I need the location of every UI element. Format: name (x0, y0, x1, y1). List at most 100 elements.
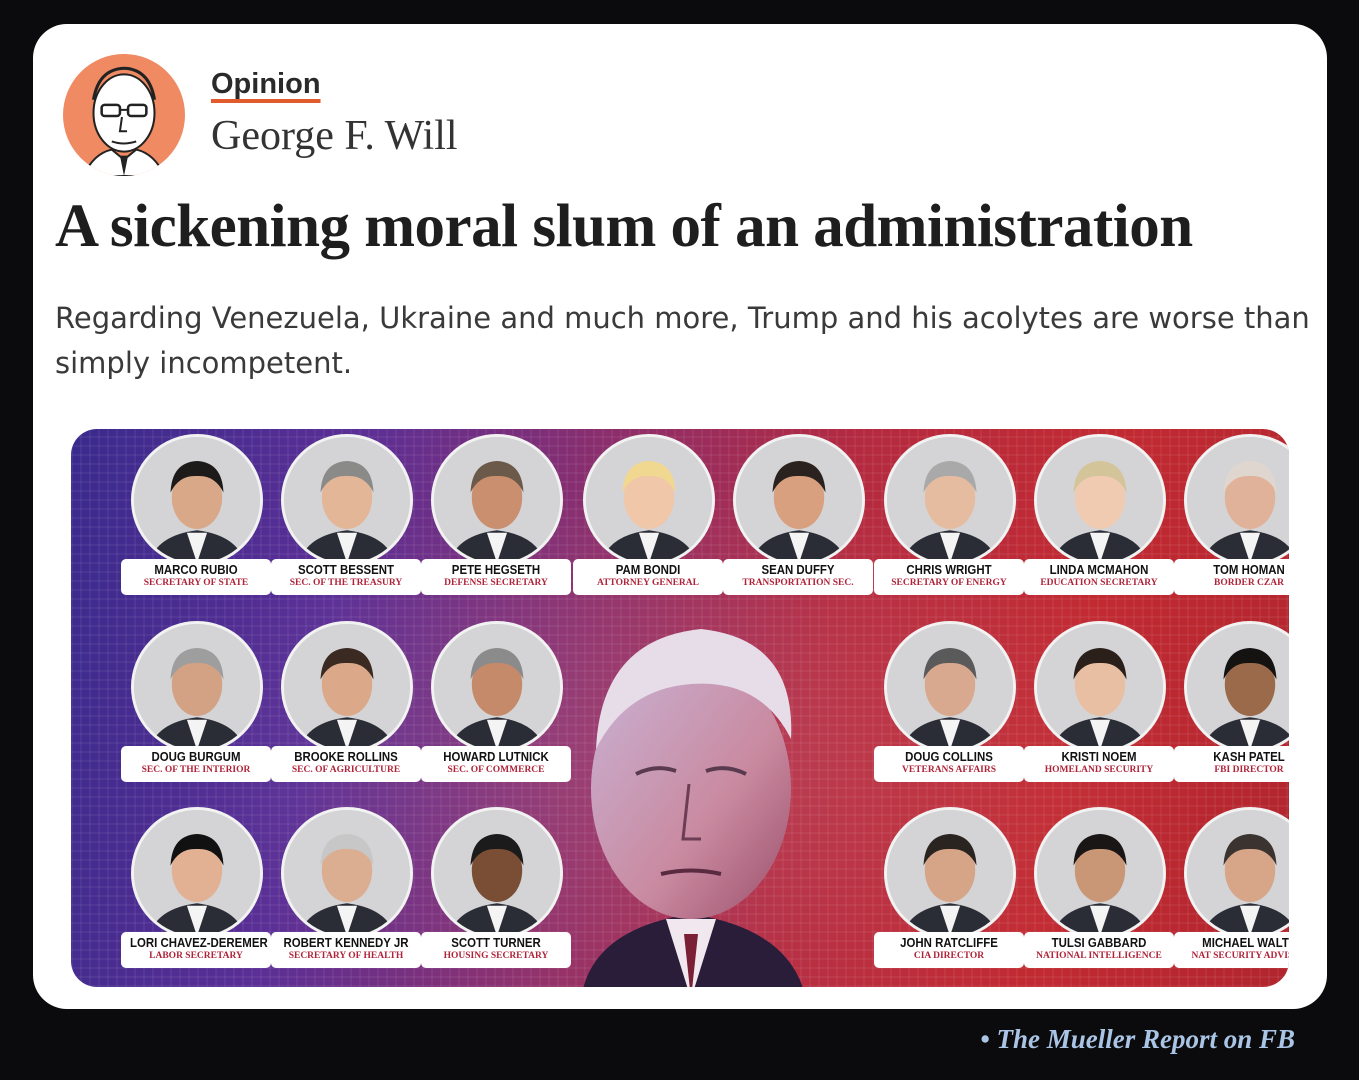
nameplate: MARCO RUBIO SECRETARY OF STATE (121, 559, 271, 595)
member-role: HOMELAND SECURITY (1044, 765, 1154, 775)
cabinet-member-card: SCOTT TURNER HOUSING SECRETARY (421, 807, 571, 972)
portrait-photo (1184, 621, 1289, 753)
cabinet-member-card: DOUG COLLINS VETERANS AFFAIRS (874, 621, 1024, 786)
portrait-photo (1184, 434, 1289, 566)
member-name: JOHN RATCLIFFE (900, 935, 998, 950)
member-name: SCOTT TURNER (451, 935, 541, 950)
member-role: CIA DIRECTOR (913, 951, 985, 961)
cabinet-member-card: TULSI GABBARD NATIONAL INTELLIGENCE (1024, 807, 1174, 972)
member-role: EDUCATION SECRETARY (1040, 578, 1158, 588)
member-name: TULSI GABBARD (1051, 935, 1147, 950)
portrait-photo (884, 807, 1016, 939)
member-role: NATIONAL INTELLIGENCE (1036, 951, 1162, 961)
portrait-photo (131, 434, 263, 566)
member-name: KASH PATEL (1213, 749, 1285, 764)
nameplate: KRISTI NOEM HOMELAND SECURITY (1024, 746, 1174, 782)
member-role: SEC. OF COMMERCE (447, 765, 545, 775)
cabinet-graphic: MARCO RUBIO SECRETARY OF STATE SCOTT BESSE… (71, 429, 1289, 987)
cabinet-member-card: HOWARD LUTNICK SEC. OF COMMERCE (421, 621, 571, 786)
member-name: DOUG COLLINS (905, 749, 993, 764)
nameplate: TULSI GABBARD NATIONAL INTELLIGENCE (1024, 932, 1174, 968)
member-role: SEC. OF AGRICULTURE (291, 765, 401, 775)
author-illustration (63, 54, 185, 176)
member-name: HOWARD LUTNICK (443, 749, 549, 764)
member-role: DEFENSE SECRETARY (444, 578, 548, 588)
member-name: PETE HEGSETH (451, 562, 541, 577)
nameplate: ROBERT KENNEDY JR SECRETARY OF HEALTH (271, 932, 421, 968)
nameplate: TOM HOMAN BORDER CZAR (1174, 559, 1289, 595)
nameplate: KASH PATEL FBI DIRECTOR (1174, 746, 1289, 782)
portrait-photo (1034, 807, 1166, 939)
cabinet-member-card: KRISTI NOEM HOMELAND SECURITY (1024, 621, 1174, 786)
article-card: Opinion George F. Will A sickening moral… (33, 24, 1327, 1009)
nameplate: DOUG BURGUM SEC. OF THE INTERIOR (121, 746, 271, 782)
nameplate: HOWARD LUTNICK SEC. OF COMMERCE (421, 746, 571, 782)
portrait-photo (131, 807, 263, 939)
cabinet-member-card: PETE HEGSETH DEFENSE SECRETARY (421, 434, 571, 599)
nameplate: CHRIS WRIGHT SECRETARY OF ENERGY (874, 559, 1024, 595)
member-name: PAM BONDI (615, 562, 681, 577)
cabinet-member-card: SEAN DUFFY TRANSPORTATION SEC. (723, 434, 873, 599)
nameplate: SEAN DUFFY TRANSPORTATION SEC. (723, 559, 873, 595)
member-role: SECRETARY OF HEALTH (288, 951, 404, 961)
portrait-photo (281, 621, 413, 753)
cabinet-member-card: JOHN RATCLIFFE CIA DIRECTOR (874, 807, 1024, 972)
portrait-photo (131, 621, 263, 753)
member-name: SEAN DUFFY (761, 562, 835, 577)
member-role: BORDER CZAR (1214, 578, 1284, 588)
portrait-photo (431, 621, 563, 753)
nameplate: LORI CHAVEZ-DEREMER LABOR SECRETARY (121, 932, 271, 968)
central-portrait (541, 599, 841, 987)
member-role: VETERANS AFFAIRS (901, 765, 997, 775)
cabinet-member-card: TOM HOMAN BORDER CZAR (1174, 434, 1289, 599)
member-name: DOUG BURGUM (151, 749, 241, 764)
cabinet-member-card: CHRIS WRIGHT SECRETARY OF ENERGY (874, 434, 1024, 599)
author-byline[interactable]: George F. Will (211, 113, 458, 159)
portrait-photo (281, 434, 413, 566)
cabinet-member-card: BROOKE ROLLINS SEC. OF AGRICULTURE (271, 621, 421, 786)
member-role: SECRETARY OF ENERGY (891, 578, 1007, 588)
portrait-photo (1034, 434, 1166, 566)
portrait-photo (431, 434, 563, 566)
nameplate: DOUG COLLINS VETERANS AFFAIRS (874, 746, 1024, 782)
member-name: ROBERT KENNEDY JR (283, 935, 409, 950)
member-name: LORI CHAVEZ-DEREMER (130, 935, 268, 950)
nameplate: JOHN RATCLIFFE CIA DIRECTOR (874, 932, 1024, 968)
portrait-photo (1034, 621, 1166, 753)
member-name: BROOKE ROLLINS (294, 749, 398, 764)
cabinet-member-card: PAM BONDI ATTORNEY GENERAL (573, 434, 723, 599)
nameplate: SCOTT TURNER HOUSING SECRETARY (421, 932, 571, 968)
article-headline[interactable]: A sickening moral slum of an administrat… (55, 193, 1193, 260)
member-role: SECRETARY OF STATE (143, 578, 249, 588)
portrait-photo (884, 434, 1016, 566)
cabinet-member-card: DOUG BURGUM SEC. OF THE INTERIOR (121, 621, 271, 786)
member-name: MARCO RUBIO (154, 562, 238, 577)
cabinet-member-card: KASH PATEL FBI DIRECTOR (1174, 621, 1289, 786)
source-credit: • The Mueller Report on FB (980, 1024, 1295, 1054)
member-role: SEC. OF THE INTERIOR (141, 765, 251, 775)
portrait-photo (884, 621, 1016, 753)
cabinet-member-card: LORI CHAVEZ-DEREMER LABOR SECRETARY (121, 807, 271, 972)
member-role: NAT SECURITY ADVISER (1191, 951, 1289, 961)
nameplate: SCOTT BESSENT SEC. OF THE TREASURY (271, 559, 421, 595)
nameplate: BROOKE ROLLINS SEC. OF AGRICULTURE (271, 746, 421, 782)
member-name: MICHAEL WALTZ (1202, 935, 1289, 950)
cabinet-member-card: ROBERT KENNEDY JR SECRETARY OF HEALTH (271, 807, 421, 972)
article-subheadline: Regarding Venezuela, Ukraine and much mo… (55, 301, 1310, 380)
section-label[interactable]: Opinion (211, 68, 321, 100)
member-role: HOUSING SECRETARY (443, 951, 549, 961)
member-name: LINDA MCMAHON (1049, 562, 1149, 577)
member-role: ATTORNEY GENERAL (597, 578, 699, 588)
portrait-photo (431, 807, 563, 939)
cabinet-member-card: LINDA MCMAHON EDUCATION SECRETARY (1024, 434, 1174, 599)
portrait-photo (281, 807, 413, 939)
member-name: TOM HOMAN (1213, 562, 1285, 577)
member-name: SCOTT BESSENT (297, 562, 394, 577)
cabinet-member-card: MARCO RUBIO SECRETARY OF STATE (121, 434, 271, 599)
nameplate: PAM BONDI ATTORNEY GENERAL (573, 559, 723, 595)
member-role: SEC. OF THE TREASURY (289, 578, 403, 588)
portrait-photo (583, 434, 715, 566)
member-role: LABOR SECRETARY (149, 951, 243, 961)
